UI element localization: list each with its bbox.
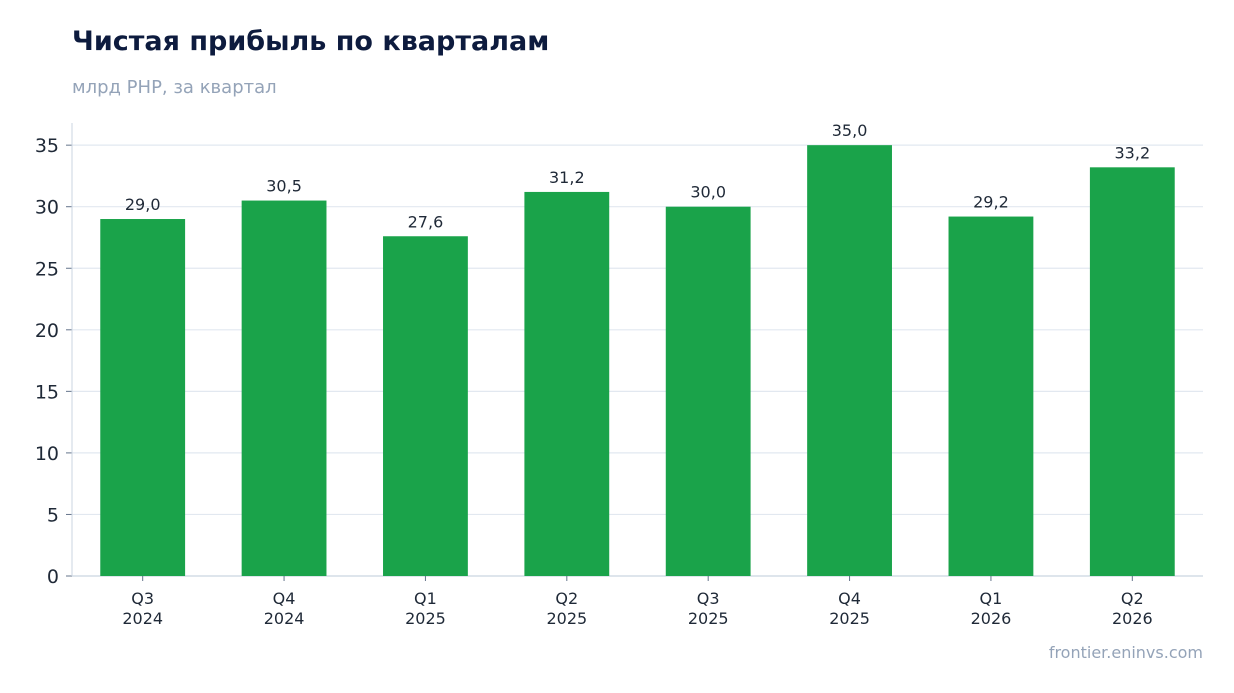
y-tick-label: 10 bbox=[35, 443, 59, 465]
x-tick-label: Q3 2024 bbox=[122, 589, 163, 628]
bar bbox=[665, 206, 751, 576]
data-label: 27,6 bbox=[408, 212, 444, 231]
data-label: 30,5 bbox=[266, 177, 302, 196]
x-tick-label: Q3 2025 bbox=[688, 589, 729, 628]
x-tick-labels: Q3 2024 Q4 2024 Q1 2025 Q2 2025 Q3 2025 Q4 2025 Q1 20… bbox=[122, 589, 1152, 628]
bar bbox=[241, 200, 327, 576]
data-label: 29,0 bbox=[125, 195, 161, 214]
bar bbox=[383, 236, 468, 576]
data-label: 31,2 bbox=[549, 168, 585, 187]
y-tick-labels: 0 5 10 15 20 25 30 35 bbox=[35, 135, 59, 588]
y-tick-label: 35 bbox=[35, 135, 59, 157]
data-labels: 29,0 30,5 27,6 31,2 30,0 35,0 29,2 33,2 bbox=[125, 121, 1150, 231]
x-tick-label: Q4 2025 bbox=[829, 589, 870, 628]
x-tick-label: Q1 2026 bbox=[971, 589, 1012, 628]
y-tick-label: 15 bbox=[35, 381, 59, 403]
data-label: 29,2 bbox=[973, 193, 1009, 212]
chart-subtitle: млрд PHP, за квартал bbox=[72, 77, 277, 98]
y-tick-label: 25 bbox=[35, 258, 59, 280]
bar bbox=[948, 216, 1034, 576]
bar bbox=[100, 219, 186, 577]
y-tick-label: 0 bbox=[47, 566, 59, 588]
source-note: frontier.eninvs.com bbox=[1048, 643, 1203, 662]
bar bbox=[524, 191, 610, 576]
x-tick-label: Q4 2024 bbox=[264, 589, 305, 628]
x-tick-label: Q2 2025 bbox=[546, 589, 587, 628]
bars bbox=[100, 145, 1175, 577]
data-label: 35,0 bbox=[832, 121, 868, 140]
y-tick-label: 20 bbox=[35, 320, 59, 342]
x-tick-label: Q1 2025 bbox=[405, 589, 446, 628]
y-tick-label: 30 bbox=[35, 197, 59, 219]
data-label: 33,2 bbox=[1115, 143, 1151, 162]
bar bbox=[807, 145, 892, 577]
x-tick-label: Q2 2026 bbox=[1112, 589, 1153, 628]
chart-title: Чистая прибыль по кварталам bbox=[72, 26, 550, 57]
y-tick-label: 5 bbox=[47, 504, 59, 526]
bar bbox=[1089, 167, 1175, 576]
data-label: 30,0 bbox=[690, 183, 726, 202]
